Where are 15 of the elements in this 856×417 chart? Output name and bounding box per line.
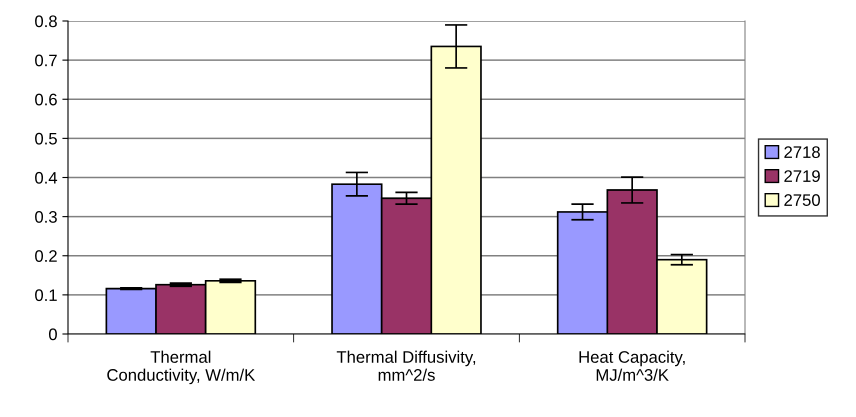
y-tick-label: 0.7 [35,54,57,66]
legend-label: 2750 [784,194,820,206]
x-tick-label: Thermal Conductivity, W/m/K [107,350,256,384]
legend-label: 2718 [784,146,820,158]
y-tick-label: 0 [48,328,57,340]
x-tick-label: Thermal Diffusivity, mm^2/s [336,350,476,381]
legend-label: 2719 [784,170,820,182]
y-tick-label: 0.3 [35,211,57,223]
y-tick-label: 0.6 [35,94,57,106]
y-tick-label: 0.2 [35,250,57,262]
x-tick-label: Heat Capacity, MJ/m^3/K [579,350,685,381]
y-tick-label: 0.1 [35,289,57,302]
y-tick-label: 0.4 [35,172,58,184]
y-tick-label: 0.5 [35,132,57,145]
y-tick-label: 0.8 [35,15,57,28]
